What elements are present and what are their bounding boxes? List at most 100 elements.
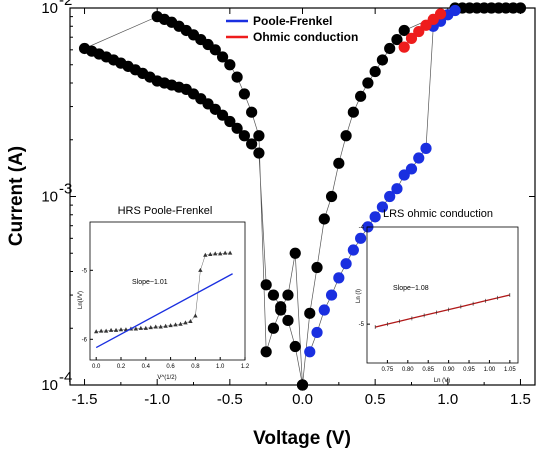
y-tick-label: 10: [41, 189, 58, 206]
inset-lrs-ylabel: Ln (I): [356, 289, 362, 303]
legend-label-ohmic: Ohmic conduction: [253, 30, 358, 44]
inset-hrs-x-tick-label: 0.0: [92, 364, 101, 370]
poole-frenkel-point: [420, 142, 432, 154]
x-tick-label: 0.5: [365, 391, 386, 408]
ohmic-point: [405, 32, 418, 44]
inset-hrs-xlabel: V^(1/2): [157, 375, 176, 381]
inset-hrs-slope: Slope~1.01: [132, 279, 168, 286]
y-tick-label: 10: [41, 0, 58, 17]
black-point: [78, 42, 91, 55]
black-point: [216, 51, 229, 63]
black-point: [340, 130, 352, 142]
black-point: [289, 247, 301, 259]
inset-hrs-point: [108, 327, 114, 332]
x-axis-label: Voltage (V): [253, 428, 351, 449]
inset-lrs-x-tick-label: 1.05: [504, 367, 516, 373]
black-point: [398, 24, 410, 37]
inset-lrs-x-tick-label: 1.00: [484, 367, 496, 373]
black-point: [224, 59, 236, 71]
inset-hrs-point: [158, 324, 163, 329]
inset-hrs-point: [208, 252, 213, 257]
ohmic-point: [398, 41, 410, 53]
inset-hrs: HRS Poole-Frenkel 0.0 0.2 0.4 0.6 0.8 1.0 1.2 -…: [78, 205, 250, 381]
inset-hrs-point: [138, 325, 144, 330]
inset-hrs-point: [118, 327, 124, 332]
black-point: [267, 322, 280, 334]
y-tick-exponent: -2: [59, 0, 72, 9]
inset-lrs-line: [375, 294, 510, 328]
series-markers: [78, 2, 527, 391]
poole-frenkel-point: [333, 272, 345, 284]
inset-hrs-point: [173, 322, 178, 327]
black-point: [282, 314, 294, 327]
inset-lrs-x-tick-label: 0.85: [422, 367, 434, 373]
inset-hrs-point: [183, 320, 188, 325]
black-point: [304, 307, 316, 319]
black-point: [325, 190, 338, 203]
black-point: [514, 2, 527, 14]
inset-hrs-point: [178, 321, 183, 326]
black-point: [246, 106, 258, 118]
inset-hrs-point: [218, 251, 223, 256]
poole-frenkel-point: [304, 346, 316, 358]
inset-hrs-point: [94, 329, 99, 334]
inset-hrs-point: [148, 325, 153, 330]
inset-hrs-title: HRS Poole-Frenkel: [118, 205, 213, 217]
inset-lrs-slope: Slope~1.08: [393, 285, 429, 292]
black-point: [253, 147, 265, 159]
poole-frenkel-point: [391, 183, 403, 195]
y-axis-label: Current (A): [6, 146, 27, 246]
inset-lrs-title: LRS ohmic conduction: [383, 208, 493, 220]
inset-lrs-y-tick-label: -5: [359, 322, 365, 328]
inset-hrs-x-tick-label: 0.4: [142, 364, 151, 370]
y-tick-exponent: -4: [59, 369, 72, 386]
inset-hrs-fit-line: [95, 273, 233, 349]
inset-hrs-marks: 0.0 0.2 0.4 0.6 0.8 1.0 1.2 -5 -6: [82, 250, 250, 370]
black-point: [333, 157, 345, 169]
inset-hrs-point: [143, 325, 148, 330]
inset-lrs-x-tick-label: 0.80: [402, 367, 414, 373]
inset-hrs-point: [98, 328, 104, 333]
inset-hrs-point: [188, 318, 193, 323]
legend: Poole-Frenkel Ohmic conduction: [226, 14, 358, 44]
black-point: [347, 106, 359, 118]
inset-hrs-x-tick-label: 0.2: [117, 364, 126, 370]
black-point: [391, 33, 403, 46]
black-point: [296, 379, 309, 391]
black-point: [260, 346, 272, 358]
inset-lrs-marks: 0.75 0.80 0.85 0.90 0.95 1.00 1.05 -4 -5: [359, 225, 517, 373]
inset-lrs-frame: [366, 226, 519, 364]
inset-hrs-frame: [89, 221, 246, 361]
black-point: [253, 130, 265, 142]
inset-hrs-y-tick-label: -6: [82, 337, 88, 343]
black-point: [231, 71, 243, 83]
y-tick-exponent: -3: [59, 181, 72, 198]
black-point: [311, 261, 323, 274]
x-tick-label: 1.0: [437, 391, 458, 408]
inset-hrs-point: [133, 326, 139, 331]
inset-hrs-y-tick-label: -5: [82, 268, 88, 274]
poole-frenkel-point: [376, 201, 389, 213]
black-point: [231, 122, 243, 134]
x-tick-label: 0.0: [292, 391, 313, 408]
poole-frenkel-point: [347, 244, 359, 256]
black-point: [260, 279, 272, 291]
black-point: [238, 88, 250, 100]
inset-hrs-x-tick-label: 1.2: [241, 364, 250, 370]
inset-hrs-point: [163, 323, 168, 328]
black-point: [282, 289, 294, 301]
black-point: [362, 77, 374, 89]
ohmic-point: [413, 25, 425, 38]
x-tick-label: -0.5: [217, 391, 243, 408]
poole-frenkel-point: [311, 326, 323, 339]
black-point: [384, 42, 396, 55]
x-tick-label: -1.5: [72, 391, 98, 408]
inset-hrs-ylabel: Ln(I/V): [78, 291, 84, 309]
inset-lrs-y-tick-label: -4: [359, 225, 365, 231]
black-point: [275, 304, 287, 316]
poole-frenkel-point: [449, 4, 461, 17]
x-tick-label: -1.0: [144, 391, 170, 408]
poole-frenkel-point: [325, 289, 338, 301]
black-point: [318, 213, 330, 225]
